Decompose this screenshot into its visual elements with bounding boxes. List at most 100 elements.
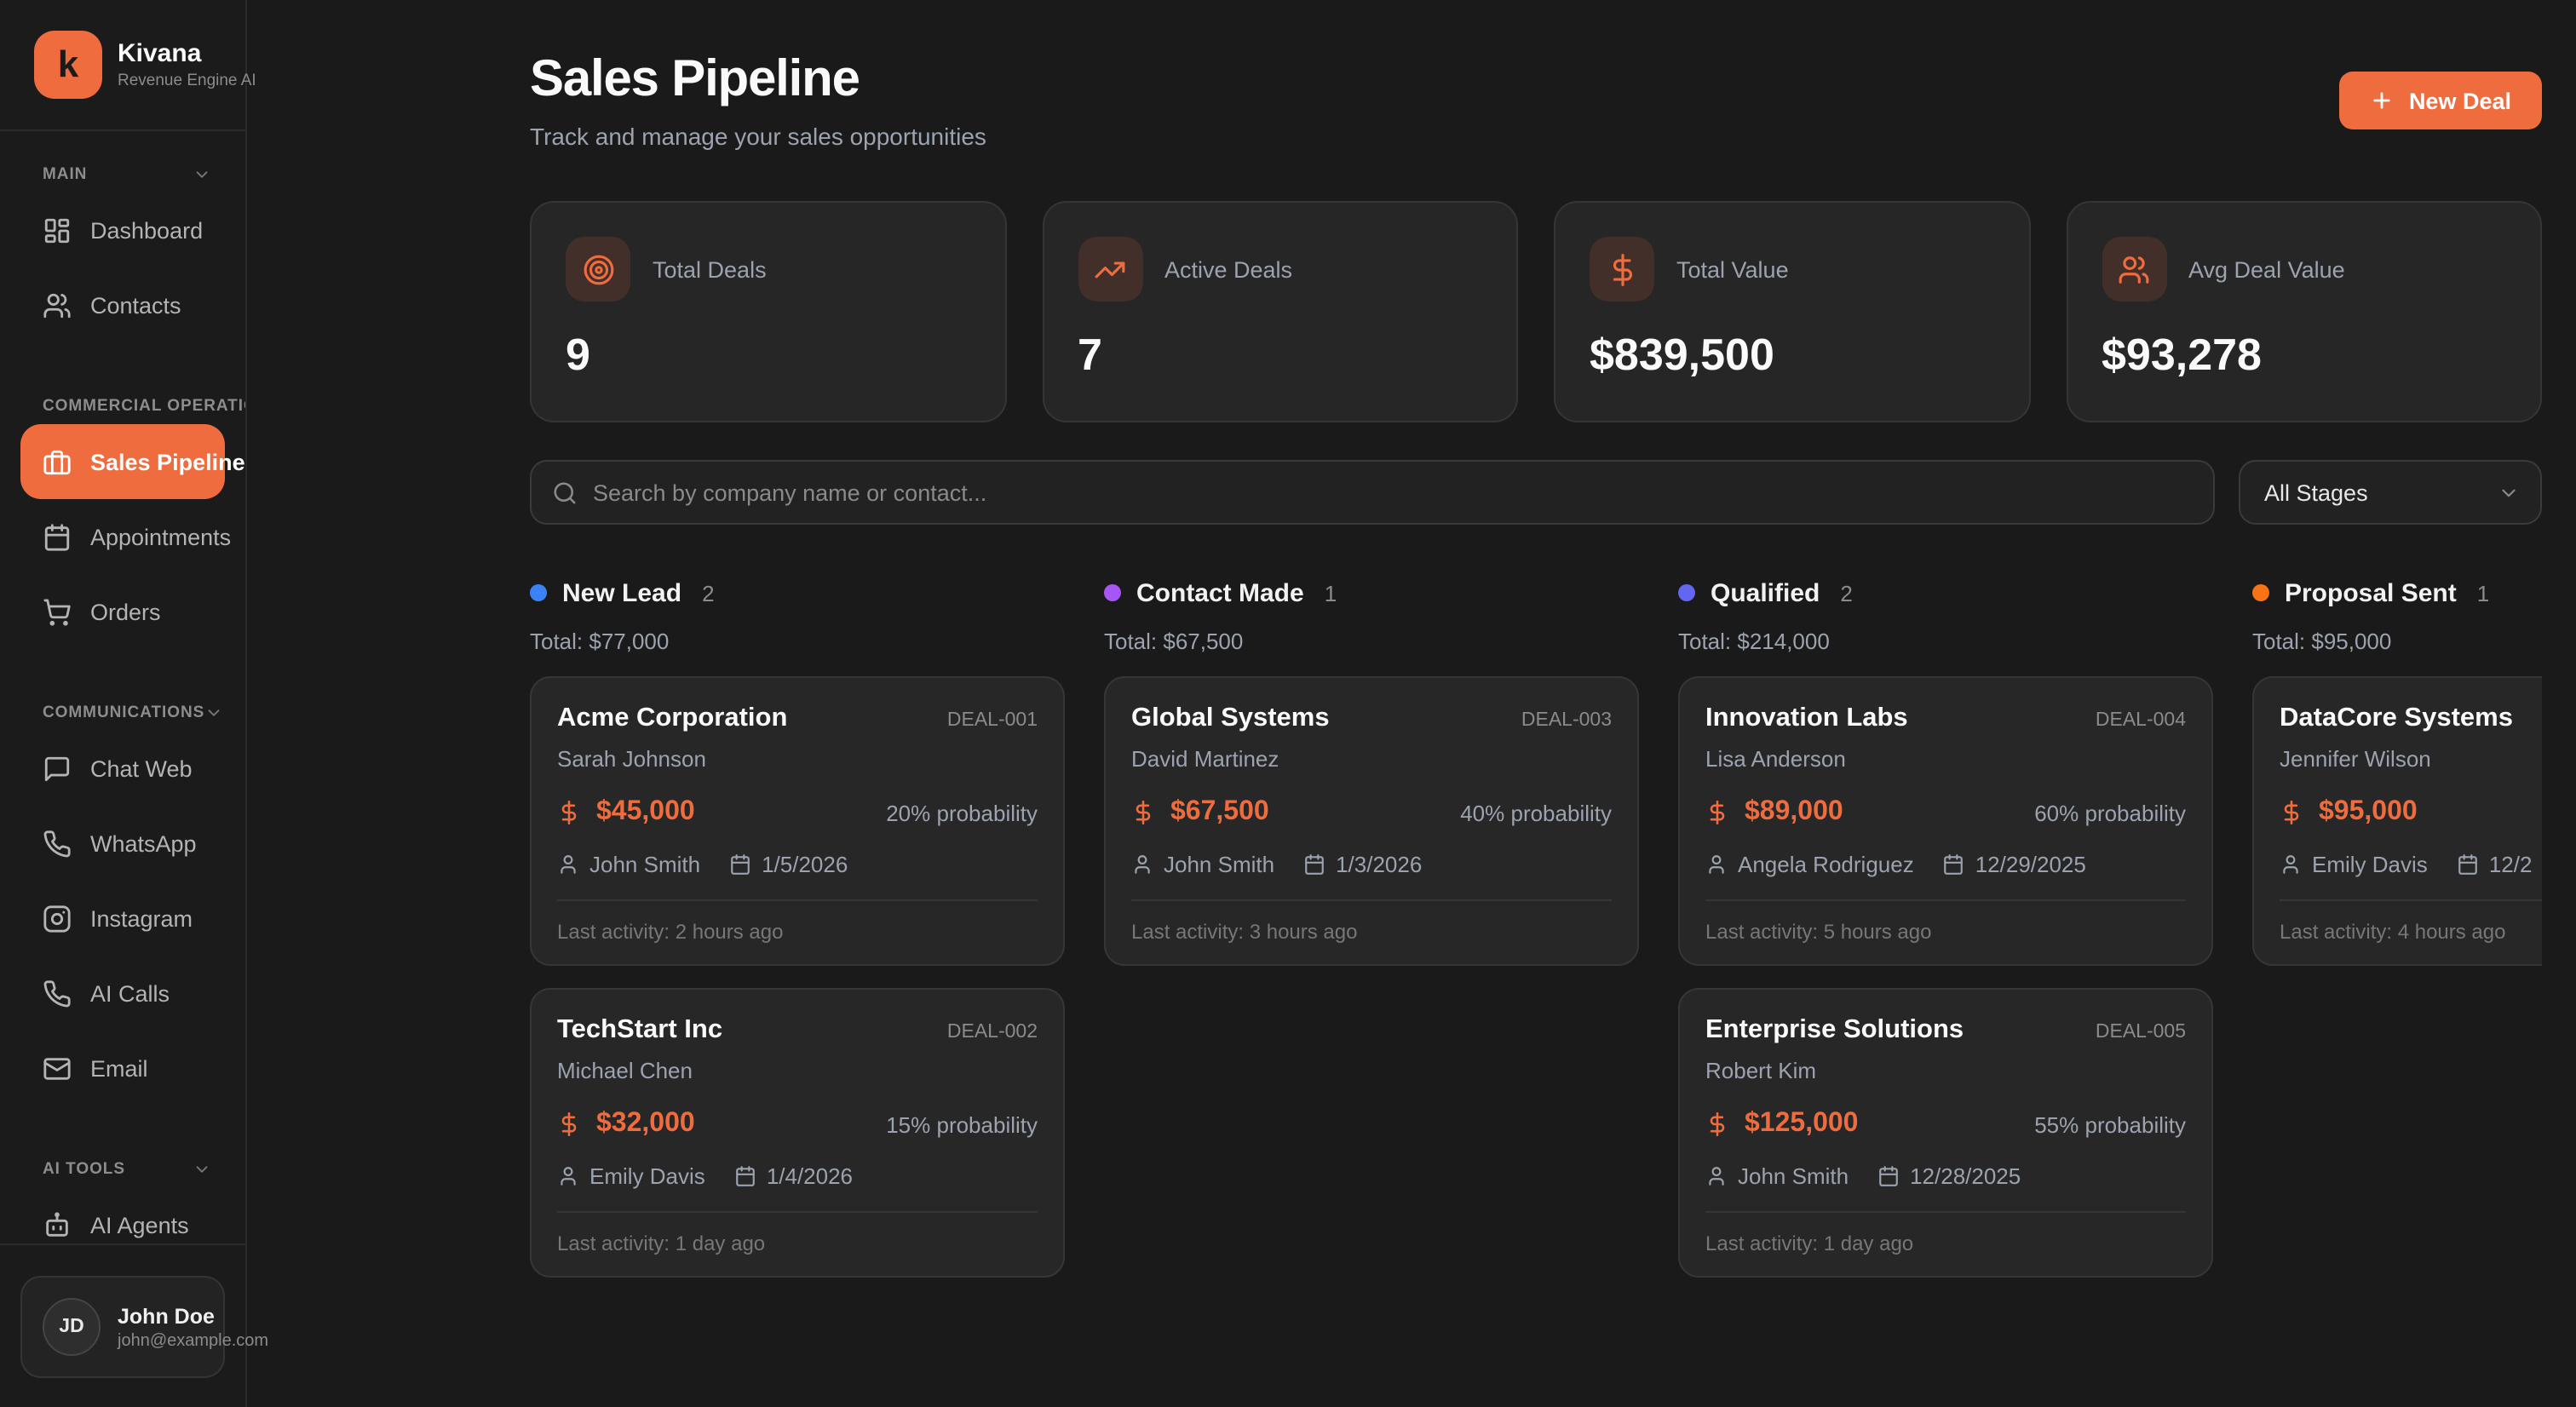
sidebar-item-label: Email <box>90 1055 148 1081</box>
deal-card[interactable]: Global Systems DEAL-003 David Martinez $… <box>1104 676 1639 966</box>
stat-label: Avg Deal Value <box>2188 256 2345 282</box>
sidebar-item-instagram[interactable]: Instagram <box>20 881 225 956</box>
brand-logo-icon: k <box>34 31 102 99</box>
sidebar-item-appointments[interactable]: Appointments <box>20 499 231 574</box>
sidebar-item-ai-calls[interactable]: AI Calls <box>20 956 225 1031</box>
user-card[interactable]: JD John Doe john@example.com <box>20 1276 268 1378</box>
sidebar-item-dashboard[interactable]: Dashboard <box>20 192 225 267</box>
deal-probability: 20% probability <box>886 800 1038 825</box>
pipeline-column-contact-made: Contact Made 1 Total: $67,500 Global Sys… <box>1104 576 1639 966</box>
column-count: 1 <box>2476 580 2490 606</box>
stats-row: Total Deals 9 Active Deals 7 T <box>530 201 2542 422</box>
column-cards: Innovation Labs DEAL-004 Lisa Anderson $… <box>1678 676 2213 1278</box>
column-total: Total: $95,000 <box>2252 629 2392 654</box>
pipeline-column-new-lead: New Lead 2 Total: $77,000 Acme Corporati… <box>530 576 1065 1278</box>
stage-dot <box>530 584 547 601</box>
column-header: Contact Made 1 <box>1104 576 1639 610</box>
deal-last-activity: Last activity: 4 hours ago <box>2280 899 2542 944</box>
sidebar-item-orders[interactable]: Orders <box>20 574 225 649</box>
user-icon <box>1709 855 1724 874</box>
deal-close-date: 12/2 <box>2457 852 2532 877</box>
column-name: Contact Made <box>1136 578 1304 607</box>
section-header-commercial-operations[interactable]: COMMERCIAL OPERATIONS <box>20 387 245 424</box>
deal-card[interactable]: DataCore Systems Jennifer Wilson $95,000 <box>2252 676 2542 966</box>
dollar-icon <box>1710 801 1725 824</box>
deal-company: Enterprise Solutions <box>1705 1015 1964 1044</box>
user-name: John Doe <box>118 1304 215 1328</box>
stage-filter-value: All Stages <box>2264 480 2368 505</box>
section-label: MAIN <box>43 164 88 183</box>
stage-dot <box>1678 584 1695 601</box>
new-deal-label: New Deal <box>2408 88 2511 113</box>
sidebar-item-contacts[interactable]: Contacts <box>20 267 225 342</box>
calendar-icon <box>1305 854 1324 875</box>
section-header-main[interactable]: MAIN <box>20 155 225 192</box>
pipeline-column-qualified: Qualified 2 Total: $214,000 Innovation L… <box>1678 576 2213 1278</box>
deal-contact: Robert Kim <box>1705 1058 1817 1083</box>
deal-close-date: 12/29/2025 <box>1943 852 2086 877</box>
deal-card[interactable]: Enterprise Solutions DEAL-005 Robert Kim… <box>1678 988 2213 1278</box>
deal-card[interactable]: Innovation Labs DEAL-004 Lisa Anderson $… <box>1678 676 2213 966</box>
column-name: New Lead <box>562 578 682 607</box>
deal-owner: John Smith <box>1705 1163 1849 1189</box>
dollar-icon <box>561 801 577 824</box>
calendar-icon <box>1944 854 1964 875</box>
sidebar-item-label: AI Agents <box>90 1212 189 1238</box>
deal-contact: Jennifer Wilson <box>2280 746 2431 772</box>
column-total: Total: $77,000 <box>530 629 670 654</box>
deal-company: Global Systems <box>1131 704 1330 732</box>
stat-card-avg-deal-value: Avg Deal Value $93,278 <box>2066 201 2542 422</box>
deal-id: DEAL-005 <box>2095 1022 2186 1042</box>
section-label: COMMERCIAL OPERATIONS <box>43 396 245 415</box>
deal-value: $45,000 <box>596 797 695 826</box>
column-count: 2 <box>1840 580 1853 606</box>
column-count: 2 <box>702 580 715 606</box>
sidebar-item-email[interactable]: Email <box>20 1031 225 1106</box>
brand-name: Kivana <box>118 39 202 68</box>
sidebar-item-chat-web[interactable]: Chat Web <box>20 731 225 806</box>
section-label: AI TOOLS <box>43 1159 125 1178</box>
chevron-down-icon <box>208 709 220 715</box>
column-count: 1 <box>1324 580 1337 606</box>
pipeline-board: New Lead 2 Total: $77,000 Acme Corporati… <box>530 576 2542 1278</box>
user-icon <box>561 1167 576 1186</box>
mail-icon <box>43 1057 71 1079</box>
sidebar-item-whatsapp[interactable]: WhatsApp <box>20 806 225 881</box>
deal-last-activity: Last activity: 1 day ago <box>1705 1211 2186 1255</box>
stat-value: $839,500 <box>1590 329 1774 380</box>
sidebar-item-ai-agents[interactable]: AI Agents <box>20 1187 225 1243</box>
search-input[interactable] <box>593 480 2193 505</box>
sidebar-item-label: AI Calls <box>90 980 170 1006</box>
deal-owner: Angela Rodriguez <box>1705 852 1914 877</box>
trending-up-icon <box>1078 237 1142 302</box>
stat-label: Total Value <box>1676 256 1789 282</box>
user-email: john@example.com <box>118 1331 269 1350</box>
deal-card[interactable]: Acme Corporation DEAL-001 Sarah Johnson … <box>530 676 1065 966</box>
deal-contact: Michael Chen <box>557 1058 693 1083</box>
sidebar: k Kivana Revenue Engine AI MAIN Dashboar… <box>0 0 268 1407</box>
column-header: Qualified 2 <box>1678 576 2213 610</box>
sidebar-item-sales-pipeline[interactable]: Sales Pipeline <box>20 424 245 499</box>
deal-value: $89,000 <box>1745 797 1843 826</box>
dollar-icon <box>1710 1112 1725 1136</box>
stage-filter-select[interactable]: All Stages <box>2239 460 2542 525</box>
column-total: Total: $214,000 <box>1678 629 1830 654</box>
deal-close-date: 1/5/2026 <box>729 852 848 877</box>
section-header-communications[interactable]: COMMUNICATIONS <box>20 693 225 731</box>
column-cards: Acme Corporation DEAL-001 Sarah Johnson … <box>530 676 1065 1278</box>
phone-icon <box>43 979 71 1007</box>
stat-card-active-deals: Active Deals 7 <box>1042 201 1518 422</box>
deal-owner: Emily Davis <box>2280 852 2428 877</box>
user-icon <box>561 855 576 874</box>
deal-card[interactable]: TechStart Inc DEAL-002 Michael Chen $32,… <box>530 988 1065 1278</box>
chevron-down-icon <box>196 1165 208 1172</box>
page-subtitle: Track and manage your sales opportunitie… <box>530 123 986 150</box>
section-header-ai-tools[interactable]: AI TOOLS <box>20 1150 225 1187</box>
plus-icon <box>2373 92 2390 109</box>
user-icon <box>2283 855 2298 874</box>
column-name: Proposal Sent <box>2285 578 2457 607</box>
dashboard-icon <box>44 217 70 243</box>
instagram-icon <box>43 904 71 932</box>
new-deal-button[interactable]: New Deal <box>2338 72 2542 129</box>
cart-icon <box>43 598 71 625</box>
